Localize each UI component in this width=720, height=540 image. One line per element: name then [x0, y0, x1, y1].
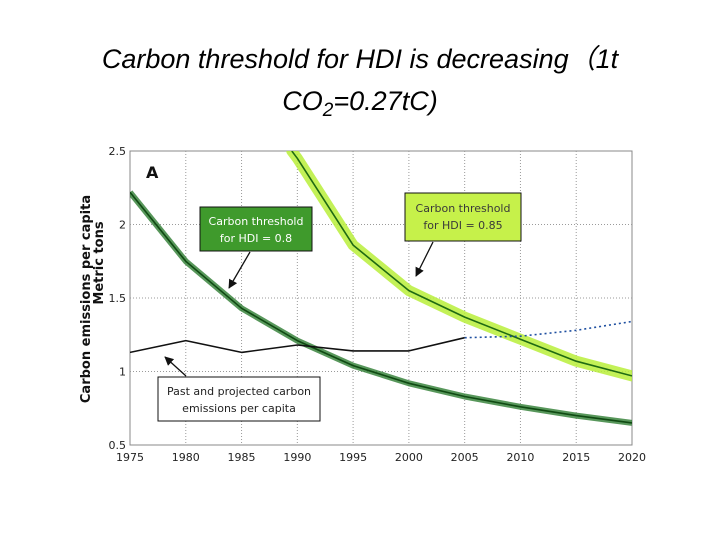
- title-ratio: =0.27tC): [333, 86, 438, 116]
- annotation-hdi-085-line2: for HDI = 0.85: [423, 219, 502, 232]
- y-tick-label: 1.5: [109, 292, 127, 305]
- x-tick-label: 2020: [618, 451, 646, 464]
- y-tick-label: 2.5: [109, 145, 127, 158]
- past-emissions-line: [130, 336, 465, 354]
- x-tick-label: 1980: [172, 451, 200, 464]
- annotation-past-line2: emissions per capita: [182, 402, 296, 415]
- annotation-hdi-08-arrow: [228, 251, 251, 289]
- annotation-hdi-085-arrow: [415, 241, 434, 277]
- annotation-hdi-08: Carbon threshold for HDI = 0.8: [199, 206, 313, 289]
- projected-emissions-line: [464, 320, 632, 339]
- annotation-hdi-08-line2: for HDI = 0.8: [220, 232, 292, 245]
- title-co: CO: [282, 86, 323, 116]
- y-tick-label: 0.5: [109, 439, 127, 452]
- y-tick-label: 1: [119, 366, 126, 379]
- x-tick-label: 1975: [116, 451, 144, 464]
- x-tick-label: 1990: [283, 451, 311, 464]
- axis-ticks: 1975 1980 1985 1990 1995 2000 2005 2010 2015 2020…: [109, 145, 647, 464]
- annotation-past-projected: Past and projected carbon emissions per …: [157, 356, 321, 422]
- annotation-hdi-085-line1: Carbon threshold: [416, 202, 511, 215]
- x-tick-label: 2010: [506, 451, 534, 464]
- panel-label: A: [146, 163, 159, 182]
- annotation-past-line1: Past and projected carbon: [167, 385, 311, 398]
- title-line-1: Carbon threshold for HDI is decreasing（1…: [101, 44, 619, 74]
- annotation-hdi-08-line1: Carbon threshold: [209, 215, 304, 228]
- y-axis-label-1: Carbon emissions per capita: [79, 195, 94, 403]
- annotation-hdi-085: Carbon threshold for HDI = 0.85: [404, 192, 522, 277]
- threshold-08-line: [130, 191, 632, 424]
- y-axis-label-2: Metric tons: [92, 221, 107, 304]
- x-tick-label: 2005: [451, 451, 479, 464]
- annotation-past-arrow: [164, 356, 187, 377]
- threshold-085-line: [291, 151, 632, 377]
- slide-title: Carbon threshold for HDI is decreasing（1…: [0, 38, 720, 132]
- x-tick-label: 1995: [339, 451, 367, 464]
- title-subscript: 2: [322, 100, 334, 121]
- x-tick-label: 2000: [395, 451, 423, 464]
- title-line-2: CO2=0.27tC): [0, 80, 720, 132]
- x-tick-label: 2015: [562, 451, 590, 464]
- y-tick-label: 2: [119, 219, 126, 232]
- x-tick-label: 1985: [228, 451, 256, 464]
